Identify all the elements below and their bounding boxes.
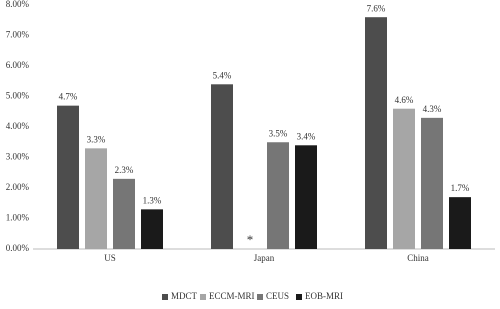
y-tick-label: 8.00% xyxy=(6,0,30,9)
y-tick-label: 0.00% xyxy=(6,243,30,253)
legend-label: MDCT xyxy=(171,291,198,301)
x-tick-label: Japan xyxy=(254,253,275,263)
bar xyxy=(211,84,233,249)
legend-label: EOB-MRI xyxy=(305,291,343,301)
bar xyxy=(113,178,135,249)
y-tick-label: 6.00% xyxy=(6,60,30,70)
data-label: 4.7% xyxy=(59,92,78,102)
bar xyxy=(365,17,387,250)
x-tick-label: US xyxy=(104,253,116,263)
legend-label: CEUS xyxy=(266,291,289,301)
y-tick-label: 1.00% xyxy=(6,213,30,223)
y-tick-label: 5.00% xyxy=(6,91,30,101)
y-tick-label: 7.00% xyxy=(6,30,30,40)
bar xyxy=(421,117,443,249)
data-label: 4.3% xyxy=(423,104,442,114)
x-tick-label: China xyxy=(407,253,429,263)
y-tick-label: 2.00% xyxy=(6,182,30,192)
legend-swatch xyxy=(296,294,302,300)
data-label: 1.7% xyxy=(451,183,470,193)
data-label: 3.3% xyxy=(87,134,106,144)
y-tick-label: 3.00% xyxy=(6,152,30,162)
legend-label: ECCM-MRI xyxy=(209,291,255,301)
legend-swatch xyxy=(162,294,168,300)
bar xyxy=(85,148,107,249)
legend-swatch xyxy=(257,294,263,300)
data-label: 3.4% xyxy=(297,131,316,141)
bar xyxy=(141,209,163,249)
data-label: 7.6% xyxy=(367,3,386,13)
data-label: 1.3% xyxy=(143,195,162,205)
bar xyxy=(393,108,415,249)
annotation: * xyxy=(247,232,254,247)
bar xyxy=(449,197,471,249)
data-label: 2.3% xyxy=(115,165,134,175)
y-tick-label: 4.00% xyxy=(6,121,30,131)
bar xyxy=(295,145,317,249)
data-label: 3.5% xyxy=(269,128,288,138)
bar xyxy=(267,142,289,249)
legend-swatch xyxy=(200,294,206,300)
data-label: 5.4% xyxy=(213,70,232,80)
data-label: 4.6% xyxy=(395,95,414,105)
bar xyxy=(57,105,79,250)
